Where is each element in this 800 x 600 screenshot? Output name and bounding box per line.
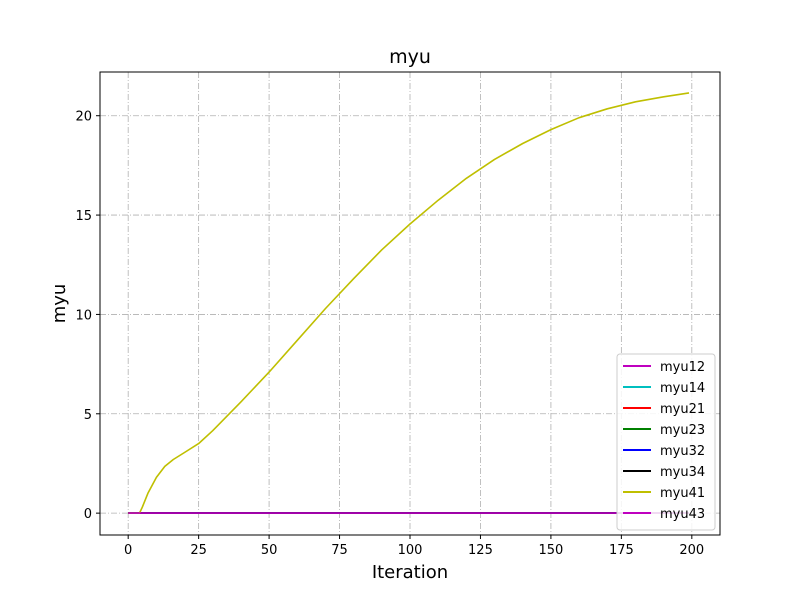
legend-label-myu41: myu41 bbox=[660, 486, 705, 501]
x-tick-label: 25 bbox=[190, 543, 207, 558]
series-layer bbox=[128, 92, 690, 514]
y-tick-label: 10 bbox=[75, 308, 92, 323]
y-axis-title: myu bbox=[49, 284, 70, 324]
grid bbox=[100, 72, 720, 535]
x-tick-label: 125 bbox=[468, 543, 493, 558]
y-tick-label: 15 bbox=[75, 209, 92, 224]
x-tick-label: 100 bbox=[398, 543, 423, 558]
legend-label-myu23: myu23 bbox=[660, 423, 705, 438]
series-line-myu41 bbox=[128, 92, 690, 514]
x-tick-label: 75 bbox=[331, 543, 348, 558]
chart-title: myu bbox=[389, 46, 431, 68]
x-tick-label: 50 bbox=[261, 543, 278, 558]
y-tick-label: 5 bbox=[84, 408, 92, 423]
ticks: 0 25 50 75 100 125 150 175 200 0 5 10 15 20 bbox=[75, 110, 704, 558]
y-tick-label: 20 bbox=[75, 110, 92, 125]
legend: myu12 myu14 myu21 myu23 myu32 myu34 myu41 myu43 bbox=[616, 353, 716, 531]
x-tick-label: 175 bbox=[609, 543, 634, 558]
legend-label-myu12: myu12 bbox=[660, 360, 705, 375]
y-tick-label: 0 bbox=[84, 507, 92, 522]
x-tick-label: 200 bbox=[679, 543, 704, 558]
legend-label-myu32: myu32 bbox=[660, 444, 705, 459]
x-tick-label: 150 bbox=[538, 543, 563, 558]
x-axis-title: Iteration bbox=[372, 562, 448, 583]
legend-box bbox=[616, 353, 716, 531]
legend-label-myu21: myu21 bbox=[660, 402, 705, 417]
legend-label-myu34: myu34 bbox=[660, 465, 705, 480]
legend-label-myu43: myu43 bbox=[660, 507, 705, 522]
x-tick-label: 0 bbox=[124, 543, 132, 558]
legend-label-myu14: myu14 bbox=[660, 381, 705, 396]
